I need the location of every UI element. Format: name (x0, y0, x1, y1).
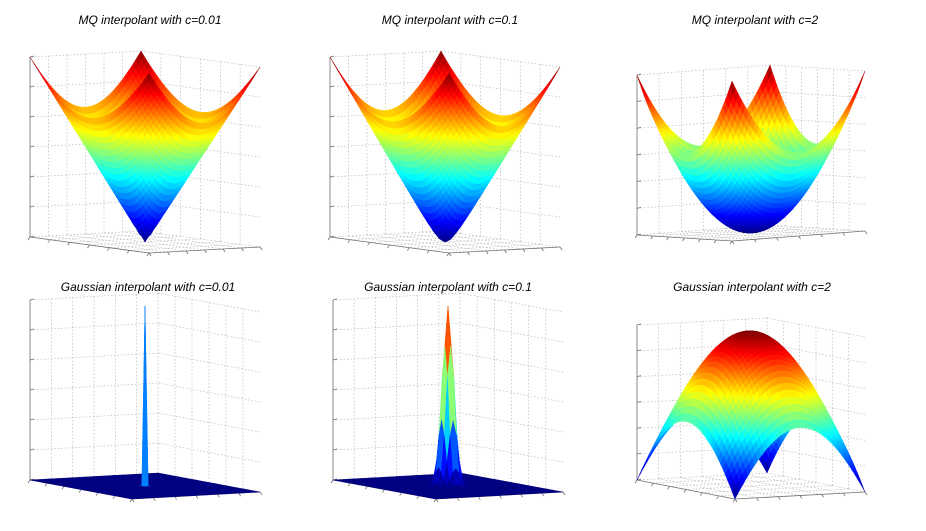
axis-tick (107, 247, 110, 251)
axis-tick (776, 237, 779, 241)
panel-title-mq-c01: MQ interpolant with c=0.1 (382, 13, 518, 27)
axis-tick (329, 115, 335, 118)
gridline (140, 230, 261, 248)
axis-tick (729, 240, 733, 245)
axis-tick (47, 239, 51, 243)
axis-tick (241, 247, 244, 252)
axis-tick (448, 252, 452, 257)
axis-tick (29, 145, 35, 148)
axis-tick (426, 250, 430, 254)
axis-tick (67, 242, 70, 246)
axis-tick (222, 248, 226, 253)
axis-tick (29, 55, 35, 58)
axis-tick (636, 180, 642, 183)
axis-tick (327, 236, 331, 241)
axis-tick (636, 153, 642, 156)
axis-tick (682, 237, 685, 242)
axis-tick (820, 234, 823, 238)
gridline (48, 235, 168, 253)
panel-gaussian-c001: Gaussian interpolant with c=0.01 (27, 280, 263, 503)
gridline (89, 238, 201, 246)
panel-title-mq-c001: MQ interpolant with c=0.01 (78, 13, 221, 27)
axis-tick (29, 85, 35, 88)
axis-tick (522, 248, 526, 253)
surface-mq-c01 (329, 50, 561, 243)
axis-tick (634, 234, 638, 239)
axis-tick (559, 246, 563, 251)
gridline (140, 200, 261, 218)
axis-tick (864, 230, 868, 235)
axis-tick (636, 206, 642, 209)
gridline (129, 243, 241, 251)
panel-mq-c01: MQ interpolant with c=0.1 (327, 13, 563, 257)
axis-tick (446, 252, 450, 257)
axis-tick (167, 251, 170, 256)
gridline (140, 80, 261, 98)
panel-mq-c2: MQ interpolant with c=2 (634, 13, 868, 245)
panel-title-mq-c2: MQ interpolant with c=2 (692, 13, 819, 27)
axis-tick (329, 145, 335, 148)
axis-tick (329, 235, 335, 238)
gridline (440, 230, 561, 248)
axis-tick (666, 236, 669, 241)
axis-tick (148, 252, 152, 257)
axis-tick (367, 242, 370, 246)
gridline (66, 234, 187, 252)
gridline (69, 235, 181, 243)
gridline (140, 50, 261, 68)
axis-tick (29, 235, 35, 238)
axis-tick (842, 232, 846, 236)
axis-tick (126, 250, 130, 254)
axis-tick (29, 205, 35, 208)
gridline (369, 235, 481, 243)
axis-tick (636, 100, 642, 103)
gridline (29, 140, 142, 148)
axis-tick (698, 238, 701, 243)
axis-tick (387, 244, 390, 249)
axis-tick (541, 247, 544, 252)
axis-tick (713, 239, 717, 244)
axis-tick (650, 235, 654, 240)
panel-mq-c001: MQ interpolant with c=0.01 (27, 13, 263, 257)
gridline (636, 64, 771, 76)
axis-tick (87, 244, 90, 249)
axis-tick (146, 252, 150, 257)
axis-tick (467, 251, 470, 256)
axis-tick (329, 205, 335, 208)
axis-tick (329, 55, 335, 58)
gridline (109, 241, 221, 249)
axis-tick (636, 126, 642, 129)
axis-tick (798, 235, 801, 240)
surface-mq-c001 (29, 50, 261, 243)
axis-tick (29, 175, 35, 178)
axis-tick (407, 247, 410, 251)
gridline (29, 200, 142, 208)
axis-tick (504, 249, 507, 254)
axis-tick (27, 236, 31, 241)
axis-tick (329, 175, 335, 178)
axis-tick (185, 250, 189, 255)
gridline (403, 232, 524, 250)
gridline (29, 230, 142, 238)
axis-tick (204, 249, 207, 254)
axis-tick (731, 240, 735, 245)
gridline (366, 234, 487, 252)
surface-mq-c2 (636, 64, 866, 234)
gridline (440, 50, 561, 68)
axis-tick (485, 250, 489, 255)
axis-tick (347, 239, 351, 243)
axis-tick (29, 115, 35, 118)
axis-tick (259, 246, 263, 251)
panel-title-gaussian-c001: Gaussian interpolant with c=0.01 (61, 280, 235, 294)
gridline (29, 50, 142, 58)
gridline (103, 232, 224, 250)
axis-tick (329, 85, 335, 88)
axis-tick (753, 239, 757, 243)
